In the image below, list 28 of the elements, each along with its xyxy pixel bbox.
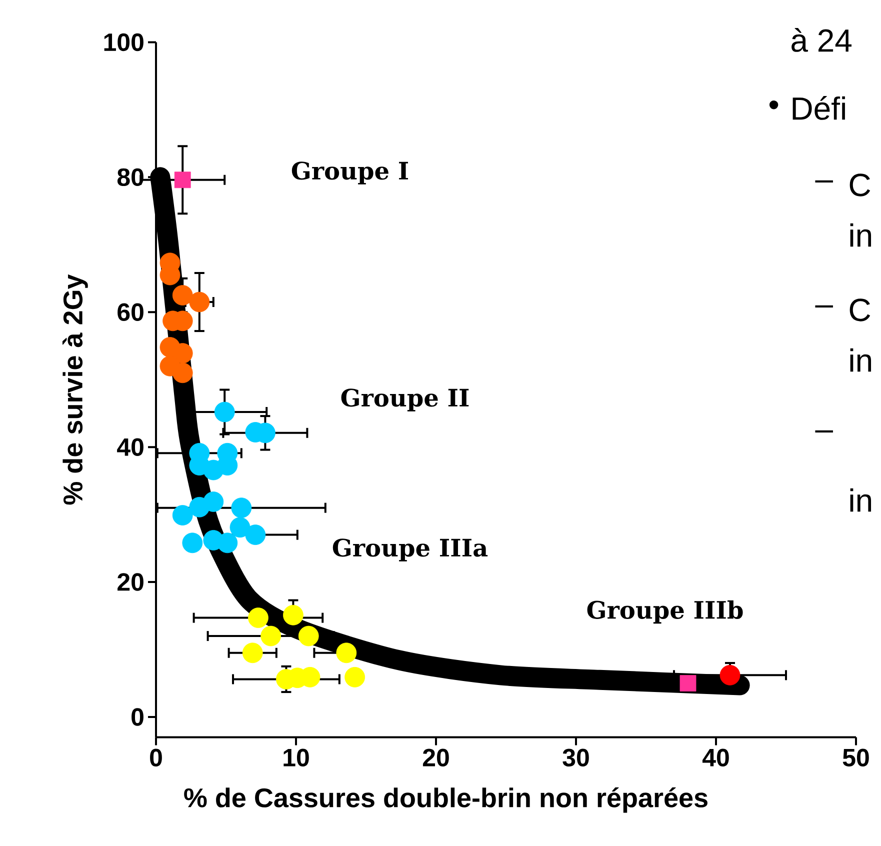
y-axis-title: % de survie à 2Gy (62, 274, 88, 505)
x-tick-label: 20 (422, 748, 449, 766)
annotation: Groupe I (292, 162, 408, 184)
y-tick-label: 40 (117, 438, 144, 456)
annotation: – (815, 180, 833, 183)
annotation: in (850, 348, 872, 372)
annotation: Défi (792, 96, 845, 120)
x-tick-label: 10 (284, 748, 309, 766)
annotation: in (850, 488, 872, 512)
y-tick-label: 20 (118, 573, 144, 591)
x-axis-title: % de Cassures double-brin non réparées (184, 787, 708, 813)
annotation: C (850, 174, 870, 196)
x-tick-label: 30 (562, 748, 589, 766)
annotation: – (815, 305, 833, 308)
y-tick-label: 0 (132, 708, 144, 726)
x-tick-label: 40 (702, 748, 729, 766)
y-tick-label: 100 (104, 33, 144, 52)
annotation: à 24 (792, 28, 852, 52)
annotation: Groupe IIIa (332, 538, 488, 562)
annotation: in (850, 223, 872, 247)
annotation: Groupe II (341, 388, 469, 412)
annotation: • (769, 100, 778, 110)
x-tick-label: 50 (842, 748, 869, 766)
annotation: – (815, 430, 833, 433)
annotation: C (850, 298, 870, 322)
annotation: Groupe IIIb (587, 600, 743, 624)
y-tick-label: 60 (118, 303, 144, 321)
x-tick-label: 0 (150, 748, 162, 766)
